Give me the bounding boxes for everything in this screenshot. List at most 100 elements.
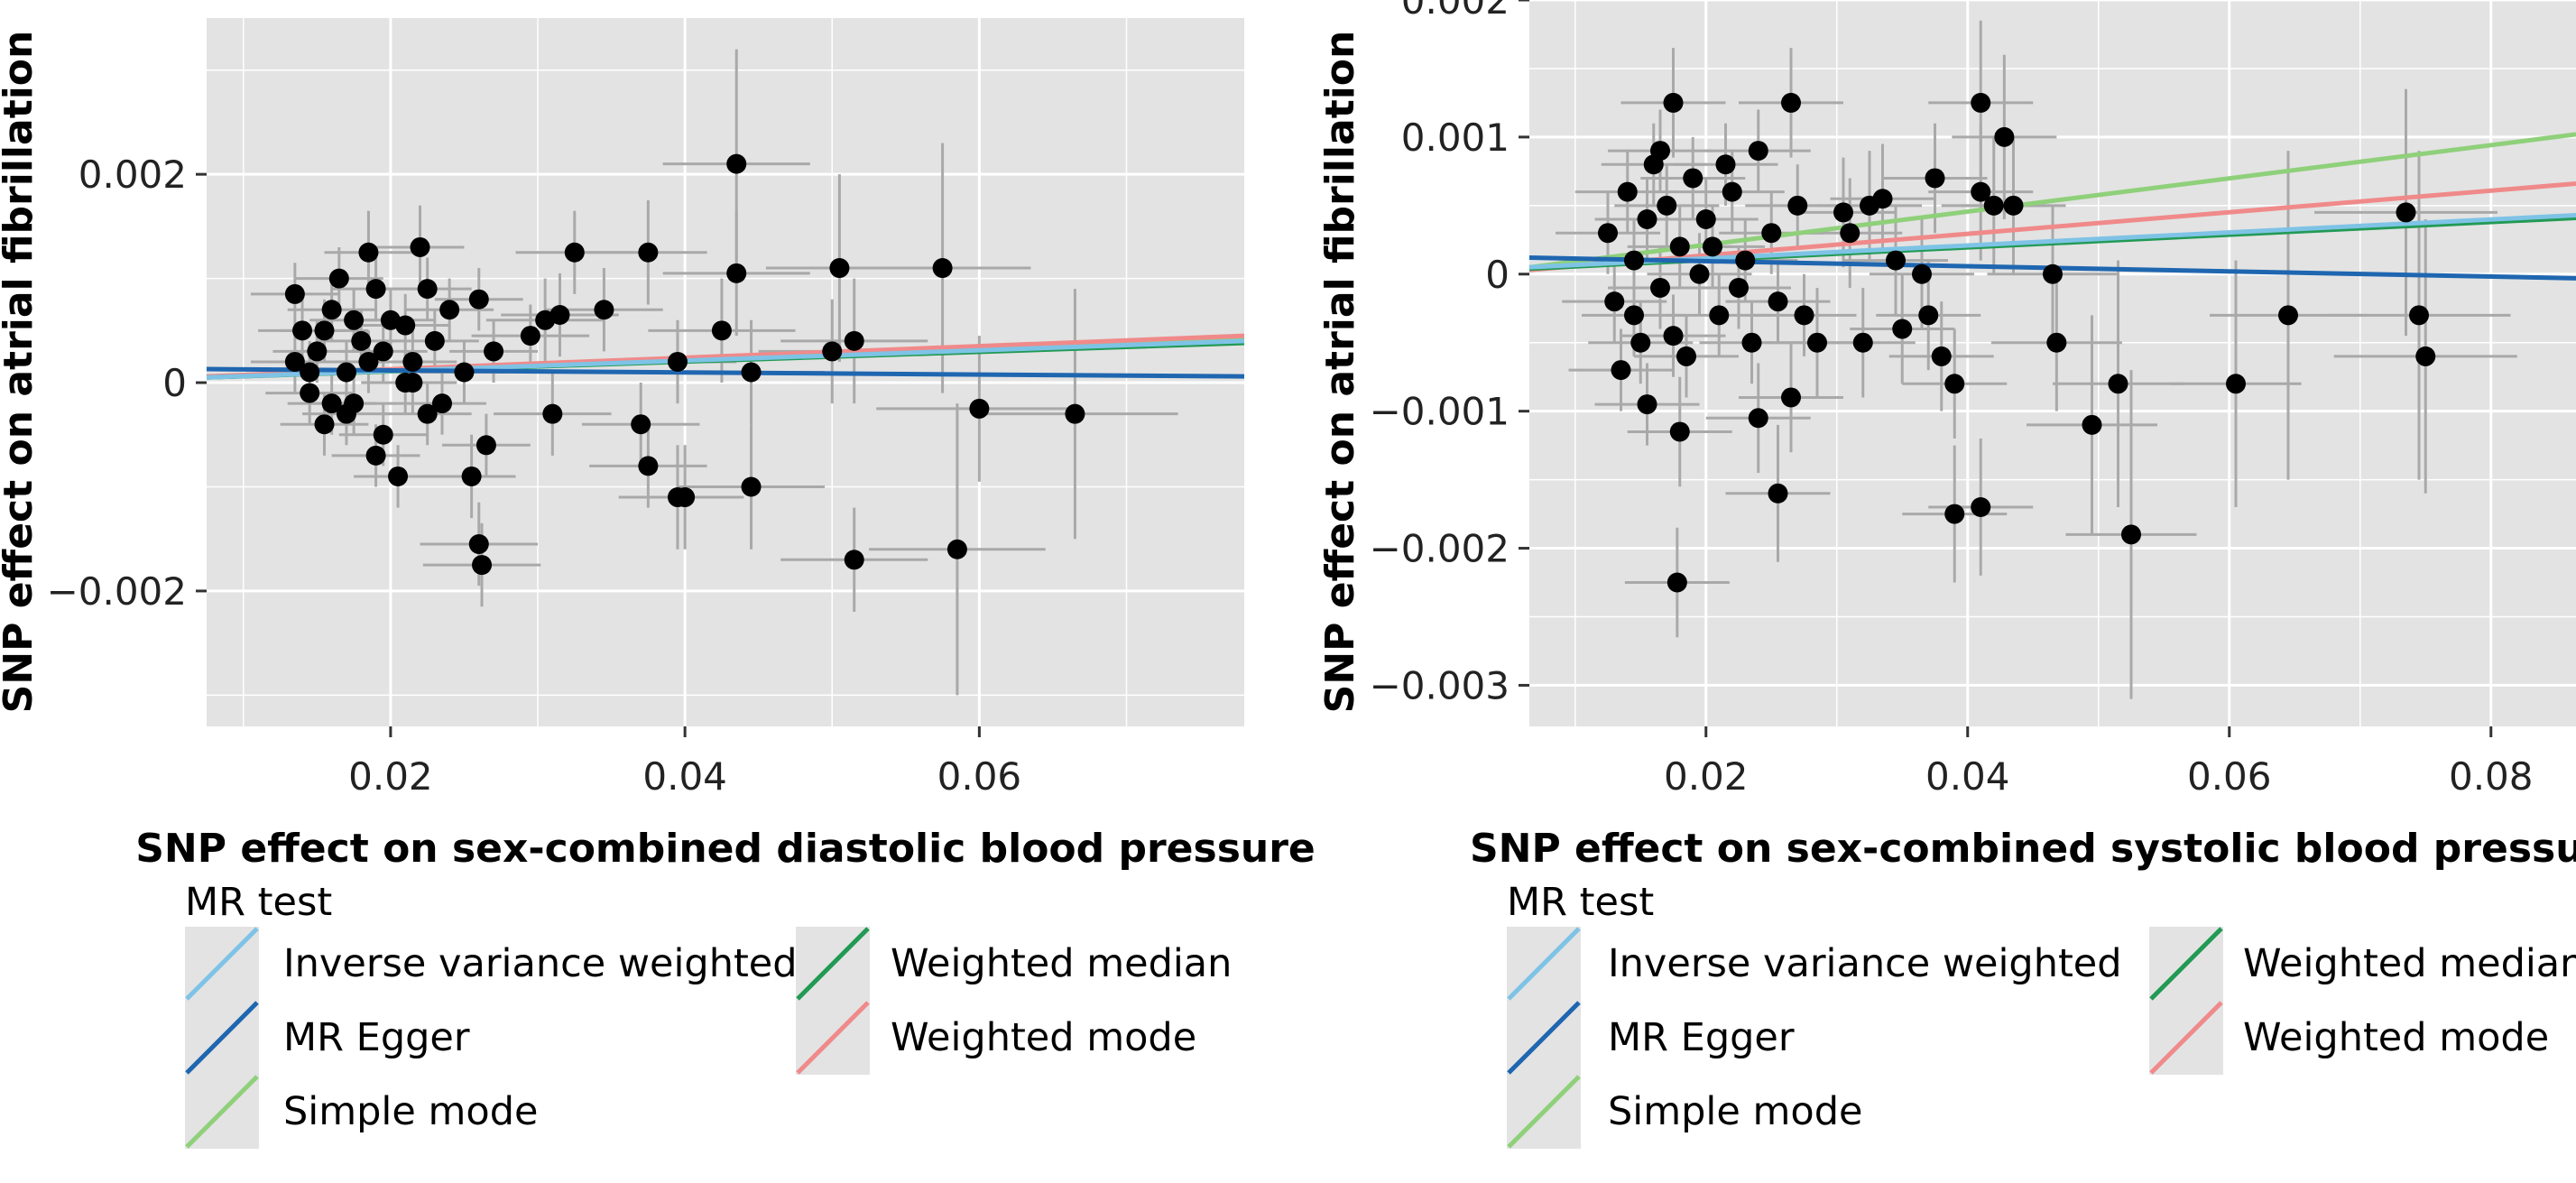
data-point (484, 341, 504, 362)
data-point (829, 258, 850, 279)
legend-label-mr-egger: MR Egger (1608, 1015, 1795, 1060)
data-point (1912, 263, 1932, 284)
data-point (726, 263, 747, 283)
legend-key-mr-egger (1507, 1001, 1581, 1075)
data-point (1065, 403, 1085, 424)
data-point (321, 300, 342, 320)
data-point (1598, 223, 1618, 244)
legend-key-weighted-median (796, 927, 870, 1001)
data-point (542, 403, 563, 424)
data-point (2409, 305, 2429, 326)
data-point (1709, 305, 1730, 326)
data-point (2415, 346, 2436, 366)
y-tick-label: −0.001 (1370, 390, 1510, 434)
legend-label-weighted-median: Weighted median (2243, 941, 2576, 986)
data-point (373, 424, 393, 445)
data-point (1781, 92, 1801, 113)
data-point (741, 476, 762, 497)
data-point (1624, 250, 1644, 271)
data-point (321, 393, 342, 414)
fit-line (206, 366, 1245, 379)
y-tick-label: 0 (162, 361, 187, 405)
data-point (711, 320, 732, 341)
data-point (1703, 236, 1722, 257)
data-point (844, 550, 864, 570)
data-point (424, 330, 445, 351)
data-point (439, 300, 460, 320)
data-point (932, 258, 953, 279)
data-point (1886, 250, 1906, 271)
legend-key-weighted-median (2149, 927, 2223, 1001)
data-point (969, 398, 990, 419)
x-tick-label: 0.04 (1925, 754, 2010, 799)
data-point (638, 242, 659, 263)
x-tick-label: 0.06 (937, 754, 1022, 799)
data-point (300, 383, 320, 403)
x-tick-label: 0.06 (2187, 754, 2272, 799)
y-tick-label: −0.003 (1370, 663, 1510, 707)
legend-label-simple-mode: Simple mode (1608, 1089, 1863, 1134)
data-point (1971, 496, 1991, 517)
legend-key-mr-egger (185, 1001, 259, 1075)
data-point (2226, 374, 2246, 394)
legend-key-simple-mode (1507, 1075, 1581, 1149)
data-point (1892, 319, 1913, 339)
data-point (1944, 504, 1965, 524)
data-point (1689, 263, 1710, 284)
data-point (468, 533, 489, 554)
data-point (388, 466, 409, 486)
data-point (475, 435, 496, 456)
data-point (1663, 326, 1684, 347)
data-point (336, 403, 356, 424)
data-point (402, 351, 423, 372)
x-axis-label: SNP effect on sex-combined systolic bloo… (1470, 826, 2576, 872)
data-point (2046, 332, 2067, 353)
data-point (472, 555, 493, 576)
legend-label-weighted-mode: Weighted mode (891, 1015, 1197, 1060)
data-point (1925, 168, 1945, 189)
data-point (2043, 263, 2063, 284)
data-point (844, 330, 864, 351)
data-point (358, 351, 379, 372)
data-point (1761, 223, 1782, 244)
fit-line (1528, 181, 2576, 273)
data-point (1768, 483, 1788, 504)
legend-label-ivw: Inverse variance weighted (283, 941, 798, 986)
panel-diastolic: 0.02 0.04 0.06 0.002 0 −0.002 SNP effect on s… (0, 18, 1316, 872)
data-point (1669, 236, 1690, 257)
data-point (1971, 181, 1991, 202)
data-point (1715, 154, 1736, 175)
x-tick-label: 0.02 (348, 754, 433, 799)
data-point (822, 341, 843, 362)
legend-key-weighted-mode (2149, 1001, 2223, 1075)
data-point (1695, 209, 1716, 230)
x-tick-label: 0.04 (642, 754, 727, 799)
x-tick-label: 0.02 (1664, 754, 1749, 799)
data-point (284, 283, 305, 304)
data-point (631, 414, 651, 435)
legend-title: MR test (185, 880, 333, 925)
data-point (1787, 195, 1808, 216)
legend-label-simple-mode: Simple mode (283, 1089, 539, 1134)
data-point (946, 539, 967, 559)
data-point (402, 373, 423, 393)
data-point (300, 362, 320, 383)
data-points (284, 153, 1085, 576)
data-point (1807, 332, 1827, 353)
data-point (1971, 92, 1991, 113)
legend-key-ivw (185, 927, 259, 1001)
data-point (344, 310, 365, 330)
data-point (667, 351, 688, 372)
data-point (1931, 346, 1952, 366)
y-tick-label: −0.002 (47, 569, 187, 614)
data-point (1918, 305, 1939, 326)
data-point (314, 320, 335, 341)
data-point (1768, 291, 1788, 312)
data-point (675, 487, 696, 508)
data-point (1833, 202, 1853, 223)
y-axis-label: SNP effect on atrial fibrillation (1317, 31, 1363, 714)
data-point (1657, 195, 1677, 216)
y-tick-label: 0.001 (1401, 116, 1510, 160)
legend-label-weighted-mode: Weighted mode (2243, 1015, 2550, 1060)
data-point (336, 362, 356, 383)
